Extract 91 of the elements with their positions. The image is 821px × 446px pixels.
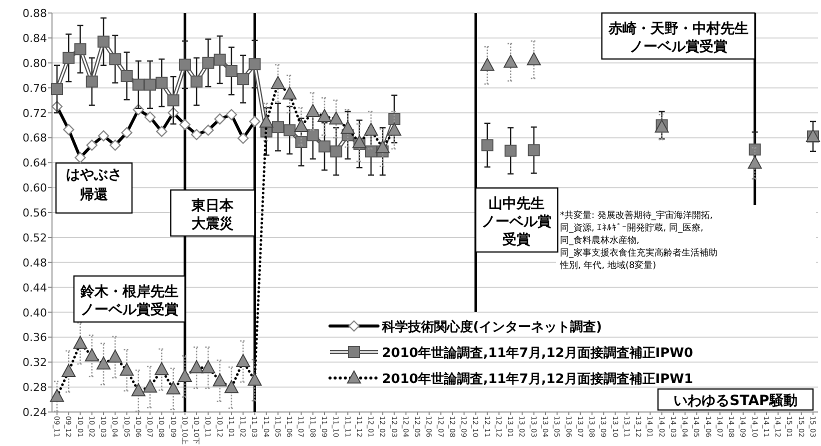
- point: [329, 111, 344, 124]
- point: [364, 122, 378, 136]
- point: [526, 52, 541, 66]
- point: [120, 70, 133, 82]
- point: [284, 124, 296, 136]
- ref-line-label: 東日本大震災: [190, 198, 235, 232]
- point: [201, 360, 216, 374]
- point: [282, 86, 297, 100]
- y-tick-label: 0.64: [22, 156, 47, 170]
- point: [156, 76, 168, 89]
- point: [166, 381, 180, 394]
- point: [306, 129, 319, 142]
- point: [143, 380, 158, 393]
- point: [352, 135, 366, 148]
- point: [178, 58, 191, 71]
- point: [120, 362, 134, 376]
- point: [84, 348, 99, 362]
- legend-label: 科学技術関心度(インターネット調査): [381, 319, 602, 335]
- point: [109, 53, 122, 66]
- point: [225, 64, 238, 77]
- point: [73, 336, 88, 349]
- y-tick-label: 0.68: [22, 132, 47, 145]
- point: [376, 140, 390, 154]
- point: [306, 104, 320, 118]
- point: [50, 388, 64, 402]
- annotation: いわゆるSTAP騒動: [674, 393, 798, 409]
- point: [248, 58, 261, 70]
- point: [504, 144, 517, 157]
- y-tick-label: 0.44: [22, 281, 47, 294]
- point: [318, 108, 332, 122]
- point: [528, 144, 540, 156]
- point: [212, 373, 227, 386]
- point: [132, 78, 144, 91]
- point: [224, 380, 238, 394]
- point: [504, 54, 518, 68]
- point: [144, 78, 156, 91]
- point: [294, 118, 308, 132]
- point: [131, 383, 146, 396]
- point: [480, 58, 494, 71]
- annotation: *共変量: 発展改善期待_宇宙海洋開拓,同_資源, ｴﾈﾙｷﾞｰ開発貯蔵, 同_医療,同_食料農林水産物,同_家事支援衣食住充実高齢者生活補助性別, 年代, 地域(8変量): [559, 210, 718, 271]
- point: [98, 36, 110, 48]
- y-tick-label: 0.76: [22, 82, 47, 95]
- point: [388, 112, 400, 125]
- legend-label: 2010年世論調査,11年7月,12月面接調査補正IPW0: [382, 345, 694, 361]
- point: [96, 356, 111, 370]
- point: [481, 139, 494, 152]
- y-tick-label: 0.28: [22, 381, 47, 394]
- point: [62, 364, 76, 377]
- point: [248, 372, 262, 386]
- legend-label: 2010年世論調査,11年7月,12月面接調査補正IPW1: [382, 371, 694, 387]
- y-tick-label: 0.88: [22, 7, 47, 20]
- y-tick-label: 0.52: [22, 231, 47, 244]
- y-tick-label: 0.24: [22, 406, 47, 419]
- point: [365, 145, 378, 158]
- point: [295, 136, 308, 148]
- point: [748, 156, 762, 169]
- point: [237, 73, 250, 86]
- point: [318, 140, 331, 152]
- point: [51, 83, 63, 96]
- y-tick-label: 0.60: [22, 182, 47, 195]
- point: [272, 121, 284, 134]
- y-tick-label: 0.36: [22, 331, 47, 344]
- point: [330, 145, 342, 158]
- y-tick-label: 0.72: [22, 106, 47, 120]
- y-tick-label: 0.80: [22, 56, 47, 70]
- y-tick-label: 0.48: [22, 256, 47, 270]
- point: [178, 368, 192, 382]
- point: [154, 362, 169, 376]
- point: [236, 354, 250, 367]
- point: [214, 54, 226, 66]
- point: [259, 114, 274, 128]
- point: [387, 122, 402, 136]
- annotation: はやぶさ帰還: [66, 167, 122, 203]
- point: [340, 120, 355, 134]
- y-tick-label: 0.84: [22, 32, 47, 45]
- ref-line-label: 山中先生ノーベル賞受賞: [482, 196, 552, 248]
- point: [190, 76, 203, 88]
- point: [190, 360, 204, 374]
- point: [202, 56, 214, 69]
- ref-line-label: 鈴木・根岸先生ノーベル賞受賞: [79, 284, 178, 318]
- point: [74, 43, 86, 56]
- point: [167, 94, 180, 106]
- ref-line-label: 赤崎・天野・中村先生ノーベル賞受賞: [607, 21, 748, 55]
- point: [748, 144, 761, 156]
- y-tick-label: 0.40: [22, 306, 47, 320]
- point: [270, 76, 285, 89]
- point: [62, 52, 75, 64]
- point: [86, 76, 98, 88]
- point: [108, 350, 122, 363]
- y-tick-label: 0.56: [22, 206, 47, 220]
- y-tick-label: 0.32: [22, 356, 47, 370]
